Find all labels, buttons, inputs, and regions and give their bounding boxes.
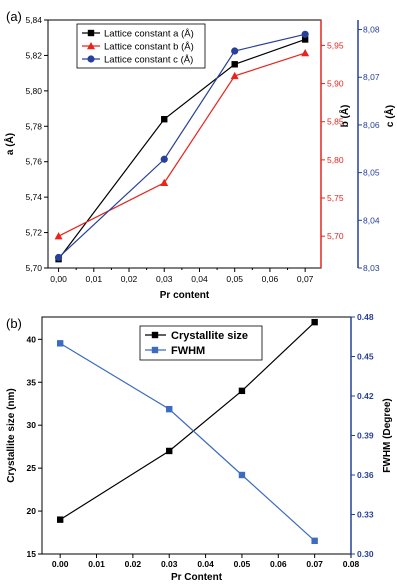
series-line-b [58,52,306,237]
x-tick-label: 0.05 [234,559,251,569]
y-tick-label-fwhm: 0.39 [357,431,374,441]
series-line-a [58,38,306,260]
y-tick-label-size: 20 [27,506,37,516]
x-tick-label: 0,00 [50,274,67,284]
y-tick-label-fwhm: 0.36 [357,470,374,480]
data-point-b [301,49,310,57]
y-axis-label-a: a (Å) [3,133,16,155]
series-line-fwhm [59,342,316,542]
y-tick-label-size: 35 [27,377,37,387]
y-tick-label-fwhm: 0.30 [357,549,374,559]
y-tick-label-b: 5,85 [327,117,344,127]
data-point-c [301,30,309,38]
x-tick-label: 0,01 [86,274,103,284]
data-point-c [160,155,168,163]
x-tick-label: 0,03 [156,274,173,284]
legend-marker [87,55,95,63]
data-point-a [231,61,238,68]
data-point-fwhm [238,471,246,479]
y-tick-label-fwhm: 0.42 [357,391,374,401]
y-axis-label-size: Crystallite size (nm) [6,388,17,482]
x-tick-label: 0.04 [197,559,214,569]
data-point-b [54,232,63,240]
chart-panel-a: (a) 0,00 0,01 0,02 0,03 0,04 0,05 0,06 0,07 Pr co… [3,9,396,301]
y-tick-label-fwhm: 0.45 [357,352,374,362]
y-tick-label-b: 5,75 [327,193,344,203]
legend-label: Lattice constant c (Å) [104,55,193,66]
x-tick-label: 0,04 [191,274,208,284]
y-tick-label-c: 8,08 [363,25,380,35]
series-line-size [59,321,316,521]
y-tick-label-c: 8,04 [363,215,380,225]
y-tick-label-c: 8,05 [363,168,380,178]
y-tick-label-a: 5,72 [25,228,42,238]
data-point-fwhm [56,340,64,347]
y-tick-label-c: 8,07 [363,72,380,82]
panel-label-b: (b) [6,316,22,331]
y-tick-label-c: 8,03 [363,263,380,273]
x-tick-label: 0.03 [161,559,178,569]
data-point-b [230,71,239,80]
y-tick-label-size: 40 [27,334,37,344]
data-point-size [56,516,64,523]
legend-marker [151,331,159,339]
data-point-c [231,47,239,55]
x-tick-label: 0,05 [226,274,243,284]
data-point-fwhm [311,537,318,545]
y-tick-label-a: 5,82 [25,50,42,60]
legend-marker [151,346,159,354]
y-tick-label-fwhm: 0.48 [357,312,374,322]
y-tick-label-c: 8,06 [363,120,380,130]
panel-label-a: (a) [6,9,22,24]
y-tick-label-b: 5,95 [327,40,344,50]
series-line-c [58,33,306,258]
y-axis-label-fwhm: FWHM (Degree) [382,398,393,472]
data-point-a [301,36,309,43]
data-point-size [238,387,246,395]
legend-label: Crystallite size [171,330,248,342]
legend-marker [87,29,95,37]
y-tick-label-a: 5,80 [25,86,42,96]
y-tick-label-size: 15 [27,549,37,559]
y-tick-label-b: 5,70 [327,231,344,241]
x-tick-label: 0.00 [52,559,69,569]
y-tick-label-b: 5,90 [327,79,344,89]
legend-label: Lattice constant b (Å) [104,42,194,53]
data-point-a [161,116,168,123]
data-point-size [311,318,318,326]
y-tick-label-size: 25 [27,463,37,473]
legend-label: FWHM [171,345,205,357]
data-point-b [160,178,169,186]
y-tick-label-a: 5,74 [25,192,42,202]
x-tick-label: 0.07 [306,559,323,569]
x-tick-label: 0.02 [125,559,142,569]
y-axis-label-b: b (Å) [338,105,351,128]
x-tick-label: 0,07 [297,274,314,284]
x-tick-label: 0.01 [88,559,105,569]
legend-marker [87,42,95,50]
data-point-fwhm [166,405,173,413]
x-axis-label: Pr Content [171,572,223,583]
y-tick-label-a: 5,70 [25,263,42,273]
chart-panel-b: (b) 0.00 0.01 0.02 0.03 0.04 0.05 0.06 0.07 0.08 P… [6,312,393,583]
y-tick-label-fwhm: 0.33 [357,510,374,520]
data-point-size [166,447,173,455]
x-tick-label: 0,02 [121,274,138,284]
x-tick-label: 0.06 [270,559,287,569]
y-tick-label-a: 5,84 [25,15,42,25]
y-tick-label-a: 5,78 [25,121,42,131]
x-tick-label: 0,06 [262,274,279,284]
legend-label: Lattice constant a (Å) [104,29,194,40]
y-tick-label-size: 30 [27,420,37,430]
y-axis-label-c: c (Å) [383,105,396,127]
y-tick-label-a: 5,76 [25,157,42,167]
x-tick-label: 0.08 [343,559,360,569]
x-axis-label: Pr content [160,290,210,301]
data-point-c [54,253,63,262]
y-tick-label-b: 5,80 [327,155,344,165]
legend-box [139,325,263,361]
